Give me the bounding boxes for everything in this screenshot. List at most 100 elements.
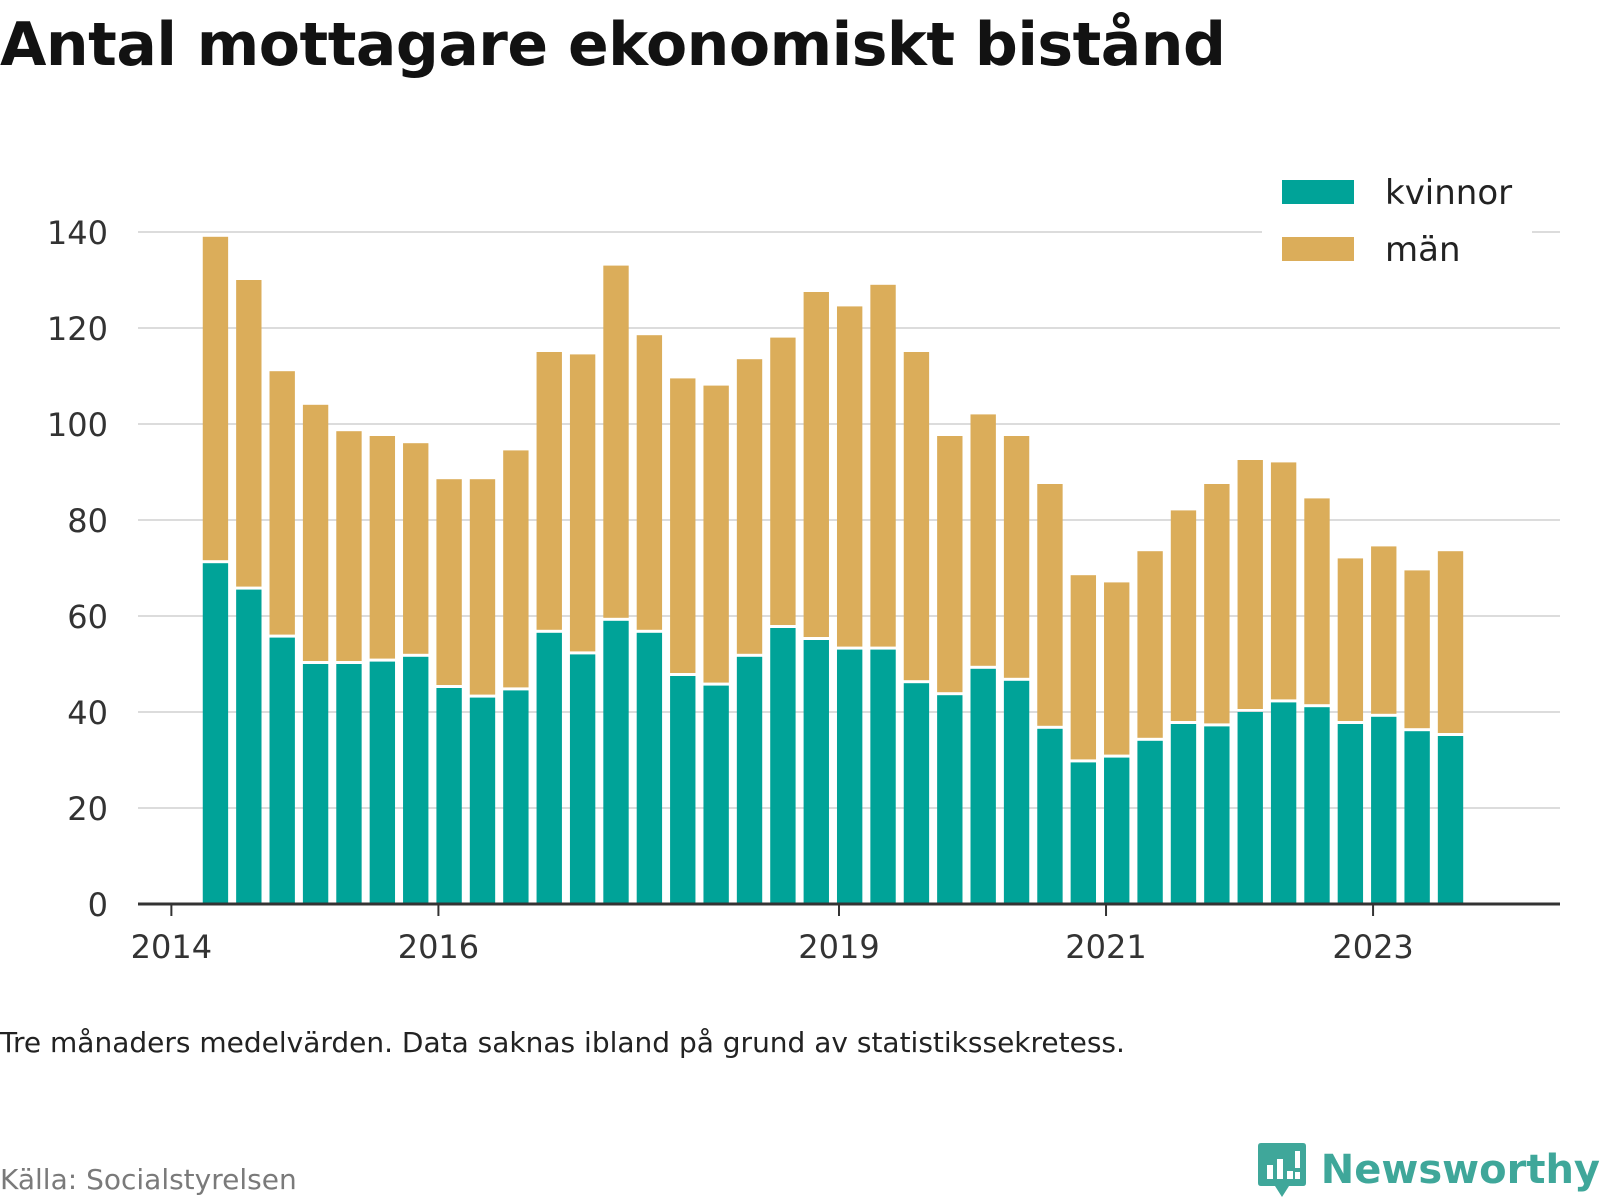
- bar-kvinnor: [202, 563, 229, 904]
- x-tick-label: 2014: [131, 928, 212, 966]
- bar-kvinnor: [937, 695, 963, 904]
- chart-title: Antal mottagare ekonomiskt bistånd: [0, 10, 1226, 80]
- bar-kvinnor: [269, 637, 295, 904]
- legend-label: kvinnor: [1385, 173, 1512, 213]
- y-tick-label: 0: [88, 886, 108, 924]
- bar-kvinnor: [1204, 726, 1230, 904]
- bar-man: [1170, 510, 1197, 721]
- bar-man: [903, 352, 930, 681]
- bar-man: [870, 284, 896, 647]
- bar-kvinnor: [803, 640, 829, 904]
- bar-kvinnor: [336, 664, 362, 904]
- bar-kvinnor: [703, 685, 729, 904]
- bar-kvinnor: [1237, 712, 1263, 904]
- bar-kvinnor: [1304, 707, 1330, 904]
- bar-kvinnor: [536, 632, 562, 904]
- bar-kvinnor: [1137, 740, 1163, 904]
- bar-kvinnor: [1404, 731, 1430, 904]
- bar-kvinnor: [236, 589, 262, 904]
- bars: [202, 236, 1464, 904]
- bar-kvinnor: [670, 676, 696, 904]
- bar-man: [536, 352, 562, 630]
- bar-man: [836, 306, 863, 647]
- legend-label: män: [1385, 230, 1461, 270]
- newsworthy-logo-icon: [1257, 1143, 1306, 1197]
- bar-kvinnor: [503, 690, 529, 904]
- bar-kvinnor: [1337, 724, 1364, 904]
- bar-kvinnor: [736, 656, 763, 904]
- bar-man: [302, 404, 329, 661]
- bar-man: [1371, 546, 1397, 714]
- bar-kvinnor: [1070, 762, 1097, 904]
- y-tick-label: 100: [47, 406, 108, 444]
- bar-kvinnor: [1371, 716, 1397, 904]
- bar-man: [770, 337, 796, 625]
- bar-man: [970, 414, 996, 666]
- y-tick-label: 60: [67, 598, 108, 636]
- bar-man: [1070, 575, 1097, 760]
- bar-kvinnor: [970, 668, 996, 904]
- x-tick-label: 2021: [1065, 928, 1146, 966]
- bar-man: [803, 292, 829, 637]
- legend-swatch: [1282, 180, 1354, 204]
- bar-kvinnor: [636, 632, 663, 904]
- x-tick-label: 2019: [798, 928, 879, 966]
- y-tick-label: 80: [67, 502, 108, 540]
- bar-kvinnor: [403, 656, 429, 904]
- chart-note: Tre månaders medelvärden. Data saknas ib…: [0, 1026, 1125, 1059]
- bar-kvinnor: [870, 649, 896, 904]
- bar-man: [469, 479, 496, 695]
- bar-kvinnor: [1104, 757, 1130, 904]
- bar-kvinnor: [1170, 724, 1197, 904]
- bar-kvinnor: [603, 620, 629, 904]
- x-tick-label: 2023: [1332, 928, 1413, 966]
- bar-man: [670, 378, 696, 673]
- bar-man: [1037, 484, 1063, 726]
- bar-man: [736, 359, 763, 654]
- bar-kvinnor: [469, 697, 496, 904]
- bar-man: [1270, 462, 1297, 700]
- bar-man: [569, 354, 596, 652]
- bar-man: [1337, 558, 1364, 721]
- y-tick-label: 20: [67, 790, 108, 828]
- bar-kvinnor: [1437, 736, 1464, 904]
- axes: 0 20 40 60 80 100 120 140 2014 2016 2019 2021 2023: [47, 214, 1560, 966]
- bar-man: [202, 236, 229, 561]
- bar-kvinnor: [1037, 728, 1063, 904]
- bar-man: [636, 335, 663, 630]
- bar-man: [269, 371, 295, 635]
- bar-man: [1204, 484, 1230, 724]
- bar-man: [336, 431, 362, 661]
- bar-man: [1304, 498, 1330, 705]
- bar-man: [1003, 436, 1030, 678]
- bar-man: [603, 265, 629, 618]
- bar-kvinnor: [1003, 680, 1030, 904]
- bar-man: [1404, 570, 1430, 729]
- bar-man: [1137, 551, 1163, 738]
- bar-kvinnor: [770, 628, 796, 904]
- brand-name: Newsworthy: [1320, 1147, 1600, 1193]
- legend: kvinnor män: [1262, 173, 1532, 285]
- bar-man: [1437, 551, 1464, 733]
- x-tick-label: 2016: [398, 928, 479, 966]
- bar-man: [503, 450, 529, 688]
- bar-kvinnor: [903, 683, 930, 904]
- y-tick-label: 140: [47, 214, 108, 252]
- bar-man: [436, 479, 462, 685]
- brand-logo: Newsworthy: [1257, 1140, 1600, 1200]
- bar-man: [703, 385, 729, 683]
- y-tick-label: 120: [47, 310, 108, 348]
- bar-kvinnor: [436, 688, 462, 904]
- bar-man: [403, 443, 429, 654]
- y-tick-label: 40: [67, 694, 108, 732]
- source-credit: Källa: Socialstyrelsen: [0, 1163, 297, 1196]
- stacked-bar-chart: 0 20 40 60 80 100 120 140 2014 2016 2019 2021 2023 k…: [47, 173, 1560, 966]
- bar-kvinnor: [569, 654, 596, 904]
- bar-man: [1104, 582, 1130, 755]
- bar-kvinnor: [836, 649, 863, 904]
- bar-kvinnor: [302, 664, 329, 904]
- legend-swatch: [1282, 237, 1354, 261]
- bar-man: [369, 436, 396, 659]
- bar-man: [937, 436, 963, 693]
- bar-kvinnor: [369, 661, 396, 904]
